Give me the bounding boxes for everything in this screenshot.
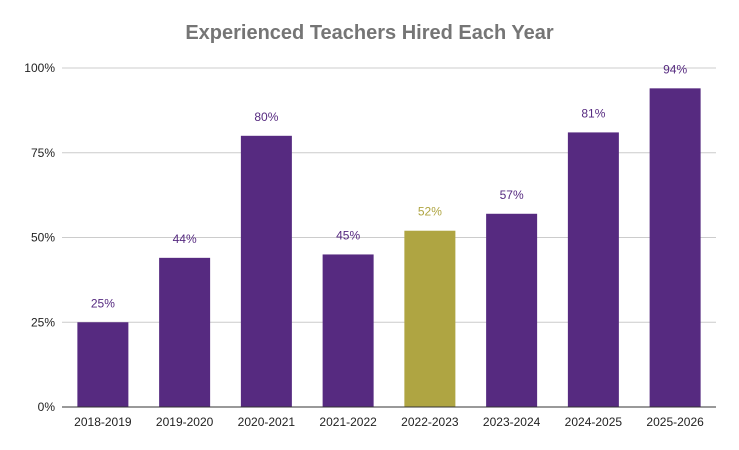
y-tick-label: 25% bbox=[31, 315, 55, 329]
data-label: 44% bbox=[173, 232, 197, 246]
data-label: 25% bbox=[91, 296, 115, 310]
data-label: 94% bbox=[663, 62, 687, 76]
bar bbox=[240, 135, 292, 408]
data-label: 45% bbox=[336, 228, 360, 242]
data-label: 52% bbox=[418, 205, 442, 219]
x-tick-label: 2018-2019 bbox=[74, 415, 132, 429]
x-tick-label: 2022-2023 bbox=[401, 415, 459, 429]
chart-title: Experienced Teachers Hired Each Year bbox=[185, 22, 554, 44]
x-tick-label: 2025-2026 bbox=[646, 415, 704, 429]
x-tick-label: 2021-2022 bbox=[319, 415, 377, 429]
x-tick-label: 2019-2020 bbox=[156, 415, 214, 429]
bar bbox=[486, 213, 538, 407]
bar bbox=[77, 322, 129, 407]
y-tick-label: 100% bbox=[24, 61, 55, 75]
y-tick-label: 50% bbox=[31, 231, 55, 245]
data-label: 80% bbox=[254, 110, 278, 124]
x-tick-label: 2020-2021 bbox=[238, 415, 296, 429]
bar bbox=[322, 254, 374, 407]
x-tick-label: 2024-2025 bbox=[565, 415, 623, 429]
bar bbox=[567, 132, 619, 407]
y-tick-label: 0% bbox=[38, 400, 56, 414]
bar bbox=[649, 88, 701, 407]
bar bbox=[404, 230, 456, 407]
bar bbox=[159, 257, 211, 407]
x-tick-label: 2023-2024 bbox=[483, 415, 541, 429]
y-tick-label: 75% bbox=[31, 146, 55, 160]
data-label: 57% bbox=[500, 188, 524, 202]
data-label: 81% bbox=[581, 106, 605, 120]
